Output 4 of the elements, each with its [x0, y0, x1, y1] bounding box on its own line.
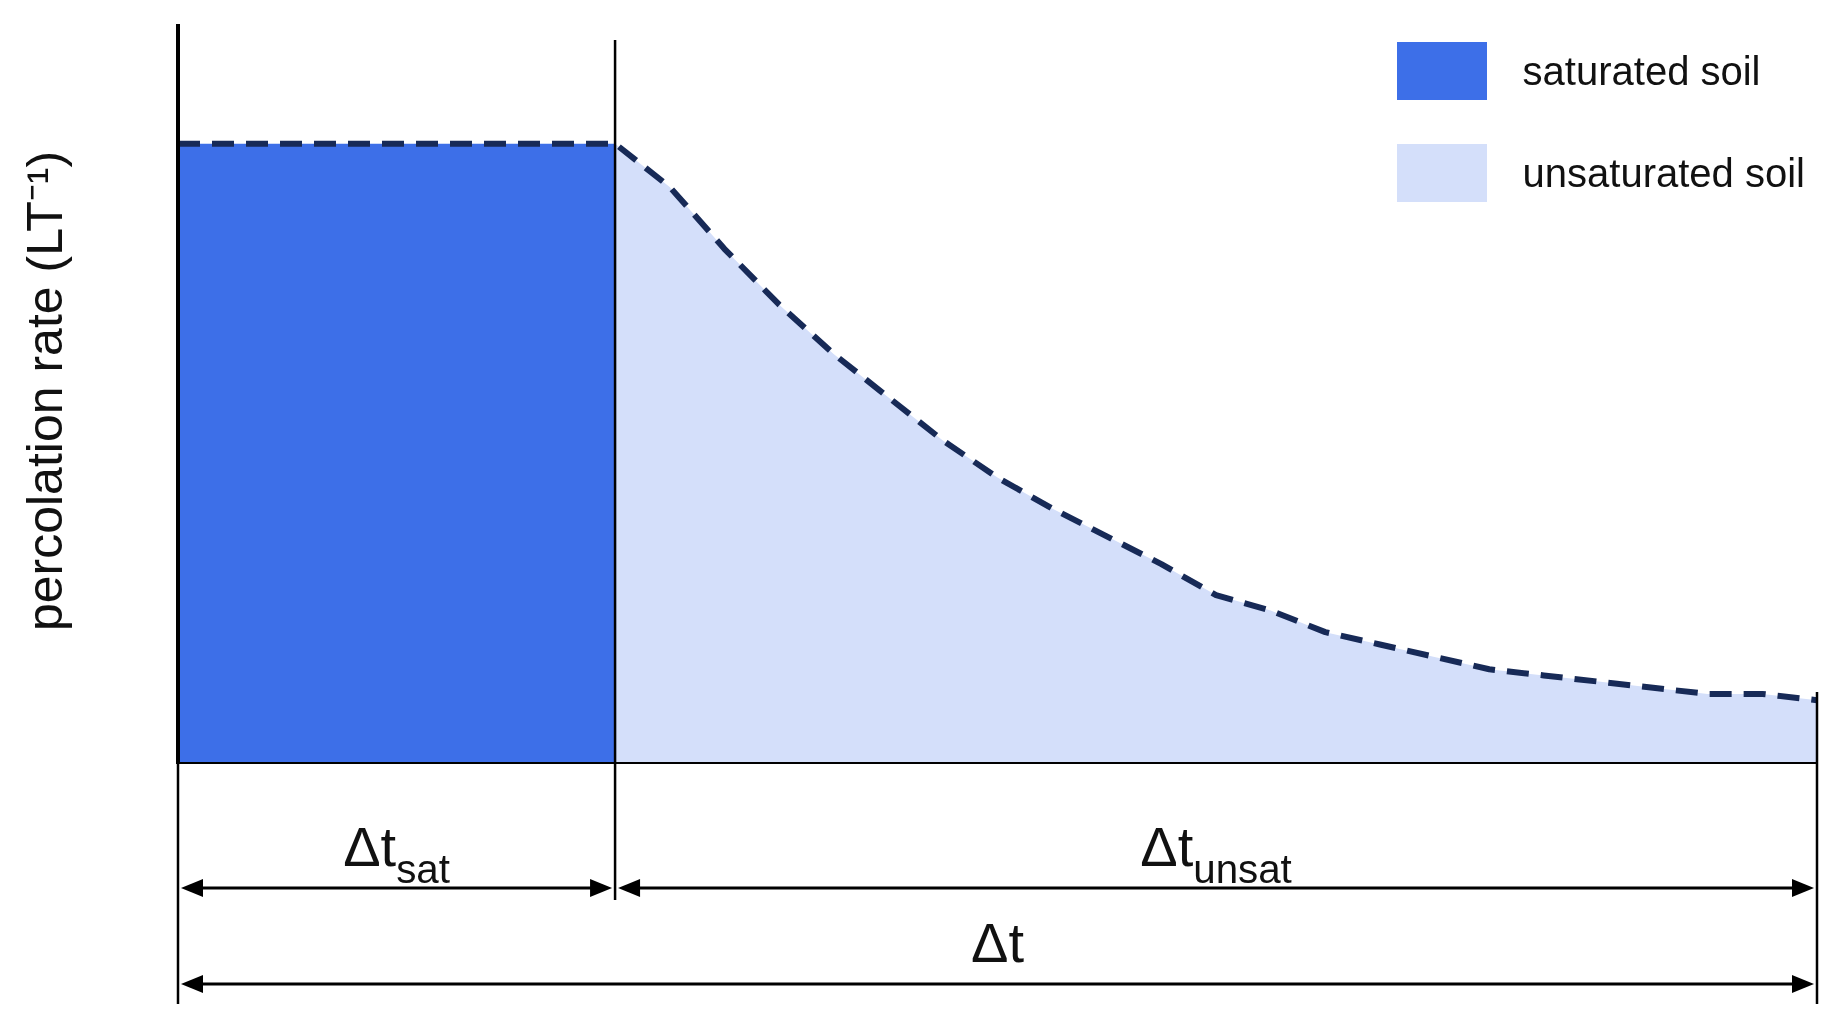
legend-label: saturated soil — [1522, 48, 1761, 94]
legend-label: unsaturated soil — [1522, 150, 1805, 196]
y-axis-title: percolation rate (LT⁻¹) — [16, 150, 73, 632]
text: Δt — [971, 911, 1025, 974]
